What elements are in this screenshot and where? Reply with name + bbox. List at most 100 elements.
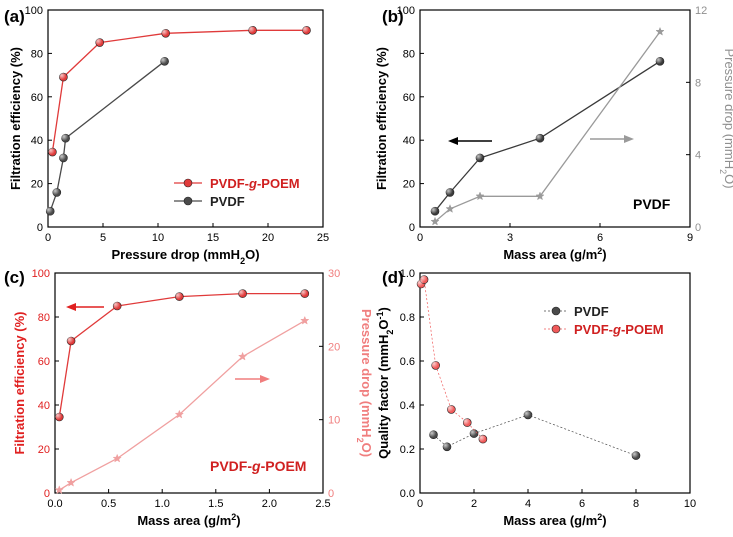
panel-label: (a)	[4, 7, 25, 26]
x-tick-label: 9	[687, 232, 693, 244]
data-point	[66, 477, 76, 487]
y-tick-label: 0.4	[400, 400, 415, 412]
text-part: )	[602, 247, 606, 262]
plot-frame	[54, 272, 324, 494]
legend-marker	[183, 178, 193, 188]
text-part: O)	[722, 174, 733, 188]
y-tick-label: 80	[31, 48, 43, 60]
y-axis-label: Filtration efficiency (%)	[8, 47, 23, 190]
text-part: 2	[385, 330, 395, 335]
data-point-highlight	[445, 188, 454, 196]
y2-tick-label: 0	[328, 488, 334, 500]
y-tick-label: 0.8	[400, 312, 415, 324]
data-point-highlight	[161, 29, 169, 37]
arrow-left-head	[448, 137, 458, 145]
x-tick-label: 1.5	[208, 498, 223, 510]
x-axis-label: Mass area (g/m2)	[503, 512, 606, 528]
data-point-highlight	[248, 26, 256, 34]
series-line	[51, 29, 307, 153]
legend-label: PVDF	[210, 194, 245, 209]
y-tick-label: 80	[38, 312, 50, 324]
data-point-highlight	[535, 134, 544, 142]
y-tick-label: 40	[403, 135, 415, 147]
panel-a: 0 5 10 15 20 25 0 20 40 60 80 100(a) Pressure drop (…	[4, 5, 329, 266]
data-point-highlight	[419, 275, 428, 283]
text-part: 2	[718, 169, 728, 174]
data-point-highlight	[59, 153, 67, 162]
y-tick-label: 60	[31, 92, 43, 104]
data-point	[174, 409, 185, 419]
data-point-highlight	[46, 207, 54, 215]
data-point	[237, 351, 248, 361]
y2-tick-label: 30	[328, 268, 340, 280]
legend-marker	[183, 196, 193, 206]
plot-frame	[419, 9, 691, 228]
x-tick-label: 0	[417, 232, 423, 244]
x-tick-label: 6	[597, 232, 603, 244]
text-part: PVDF-	[210, 176, 249, 191]
y-tick-label: 80	[403, 48, 415, 60]
text-part: Mass area (g/m	[137, 513, 231, 528]
data-point-highlight	[475, 153, 484, 162]
text-part: Mass area (g/m	[503, 513, 597, 528]
y-tick-label: 60	[38, 356, 50, 368]
series-line	[58, 292, 305, 418]
data-point-highlight	[655, 57, 664, 65]
x-tick-label: 10	[684, 498, 696, 510]
text-part: PVDF-	[210, 458, 252, 474]
x-tick-label: 15	[207, 232, 219, 244]
y-axis-label: Filtration efficiency (%)	[374, 47, 389, 190]
series-line	[420, 278, 484, 440]
series-line	[434, 31, 661, 223]
text-part: O)	[245, 247, 259, 262]
data-point-highlight	[429, 430, 437, 438]
plot-frame	[419, 272, 691, 494]
x-axis-label: Mass area (g/m2)	[503, 246, 606, 262]
x-tick-label: 0	[45, 232, 51, 244]
x-tick-label: 2	[471, 498, 477, 510]
panel-c: 0.0 0.5 1.0 1.5 2.0 2.50204060801000102030(c)…	[4, 268, 374, 528]
data-point-highlight	[113, 301, 121, 310]
panel-label: (b)	[382, 7, 404, 26]
text-part: 2	[597, 512, 602, 522]
data-point-highlight	[442, 442, 451, 450]
x-tick-label: 0.0	[47, 498, 62, 510]
text-part: -1	[375, 311, 385, 319]
text-part: 2	[240, 256, 245, 266]
data-point	[112, 453, 122, 463]
y-tick-label: 40	[31, 135, 43, 147]
data-point-highlight	[430, 207, 439, 215]
data-point-highlight	[300, 289, 308, 297]
data-point-highlight	[48, 147, 56, 156]
data-point-highlight	[160, 57, 168, 65]
x-tick-label: 25	[317, 232, 329, 244]
text-part: 2	[597, 246, 602, 256]
x-tick-label: 5	[100, 232, 106, 244]
y-tick-label: 100	[25, 5, 43, 17]
x-axis-label: Pressure drop (mmH2O)	[111, 247, 259, 266]
data-point-highlight	[447, 405, 455, 413]
data-point-highlight	[631, 451, 640, 459]
data-point	[300, 315, 310, 325]
text-part: -POEM	[257, 176, 300, 191]
panel-label: (c)	[4, 268, 25, 287]
y-tick-label: 0	[37, 222, 43, 234]
data-point-highlight	[302, 26, 310, 34]
data-point-highlight	[463, 418, 471, 426]
text-part: Quality factor (mmH	[376, 335, 391, 459]
y2-tick-label: 0	[695, 222, 701, 234]
legend-label: PVDF-g-POEM	[574, 322, 664, 337]
text-part: Mass area (g/m	[503, 247, 597, 262]
data-point-highlight	[52, 188, 60, 196]
y-tick-label: 100	[397, 5, 415, 17]
x-tick-label: 4	[525, 498, 531, 510]
text-part: g	[612, 322, 621, 337]
y-tick-label: 0	[44, 488, 50, 500]
text-part: -POEM	[621, 322, 664, 337]
arrow-right-head	[260, 375, 270, 383]
y-tick-label: 60	[403, 92, 415, 104]
text-part: PVDF	[574, 304, 609, 319]
data-point-highlight	[478, 435, 487, 443]
y-tick-label: 0.0	[400, 488, 415, 500]
